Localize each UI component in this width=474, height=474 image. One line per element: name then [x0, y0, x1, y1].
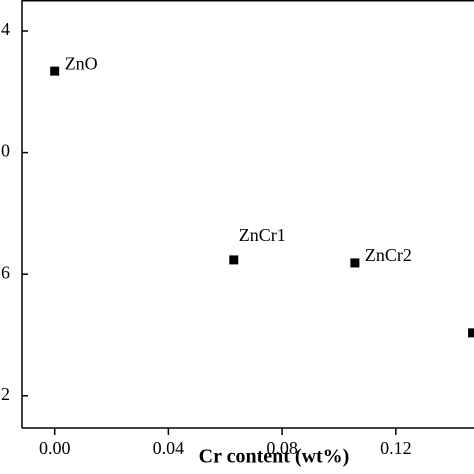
x-tick-label: 0.00 — [39, 438, 71, 458]
x-tick-label: 0.12 — [380, 438, 412, 458]
y-tick-label: 2 — [1, 384, 10, 404]
point-label: ZnCr1 — [239, 225, 286, 245]
point-label: ZnCr2 — [365, 245, 412, 265]
x-tick-label: 0.08 — [266, 438, 298, 458]
y-tick-label: 4 — [1, 19, 10, 39]
marker — [350, 258, 360, 268]
x-tick-label: 0.04 — [153, 438, 185, 458]
marker — [229, 255, 239, 265]
y-tick-label: 0 — [1, 141, 10, 161]
marker — [50, 66, 60, 76]
point-label: ZnO — [65, 53, 98, 73]
y-tick-label: 6 — [1, 262, 10, 282]
marker — [468, 328, 474, 338]
x-axis-title: Cr content (wt%) — [199, 446, 350, 468]
